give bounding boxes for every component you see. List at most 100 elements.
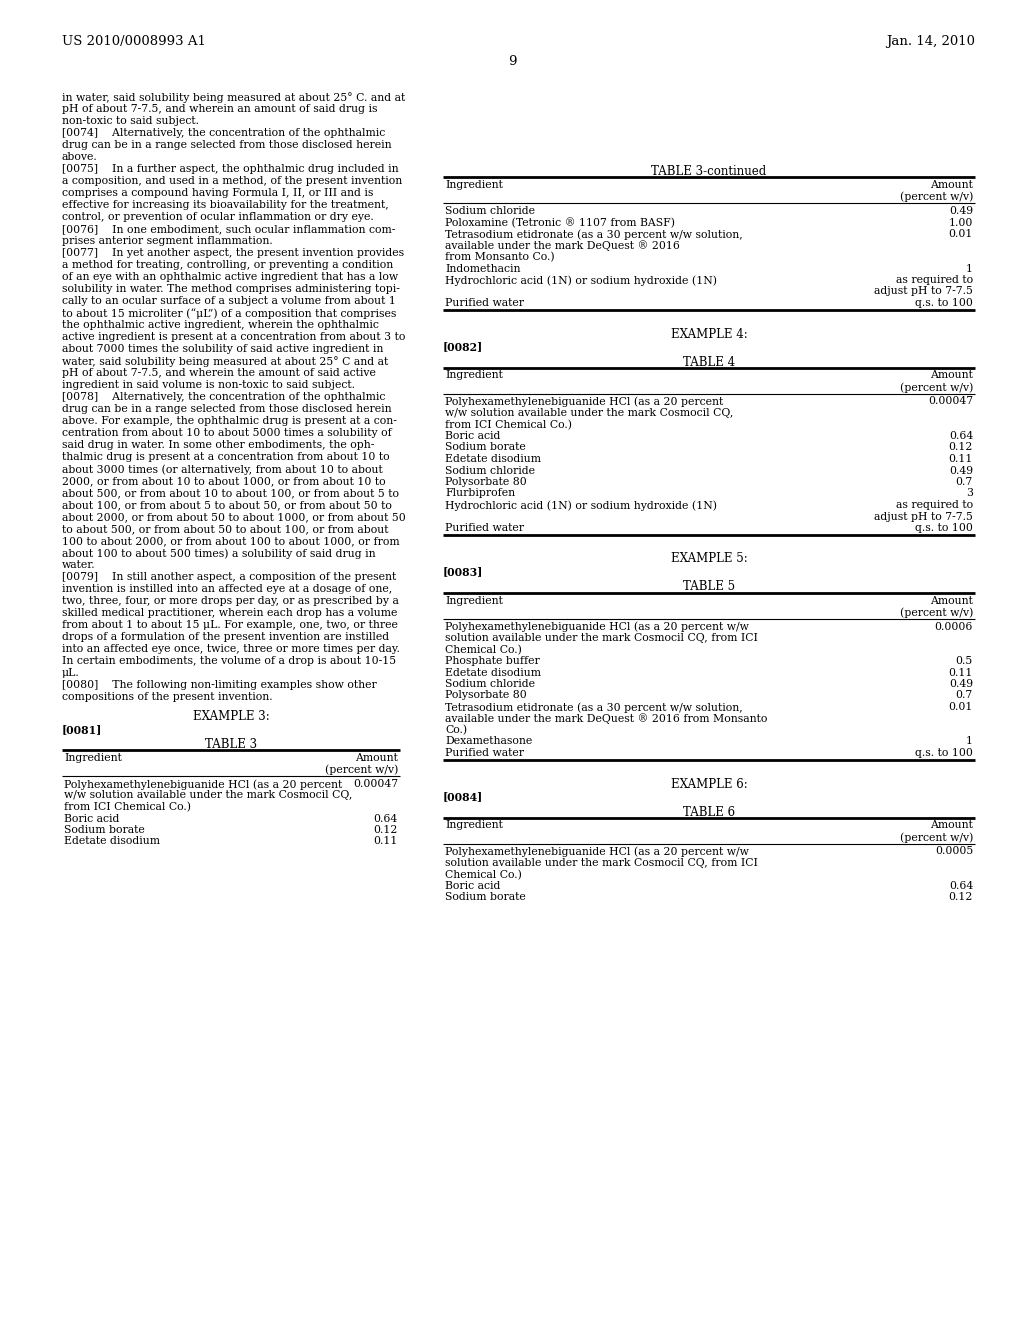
Text: water.: water. <box>62 560 95 570</box>
Text: Amount: Amount <box>930 595 973 606</box>
Text: 0.12: 0.12 <box>948 442 973 453</box>
Text: Amount: Amount <box>355 752 398 763</box>
Text: from Monsanto Co.): from Monsanto Co.) <box>445 252 555 263</box>
Text: Indomethacin: Indomethacin <box>445 264 520 273</box>
Text: said drug in water. In some other embodiments, the oph-: said drug in water. In some other embodi… <box>62 440 375 450</box>
Text: 0.00047: 0.00047 <box>928 396 973 407</box>
Text: cally to an ocular surface of a subject a volume from about 1: cally to an ocular surface of a subject … <box>62 296 396 306</box>
Text: [0077]    In yet another aspect, the present invention provides: [0077] In yet another aspect, the presen… <box>62 248 404 257</box>
Text: Sodium borate: Sodium borate <box>445 442 525 453</box>
Text: [0082]: [0082] <box>443 342 483 352</box>
Text: TABLE 6: TABLE 6 <box>683 805 735 818</box>
Text: adjust pH to 7-7.5: adjust pH to 7-7.5 <box>874 511 973 521</box>
Text: Boric acid: Boric acid <box>445 432 501 441</box>
Text: about 100 to about 500 times) a solubility of said drug in: about 100 to about 500 times) a solubili… <box>62 548 376 558</box>
Text: 0.01: 0.01 <box>948 228 973 239</box>
Text: about 3000 times (or alternatively, from about 10 to about: about 3000 times (or alternatively, from… <box>62 465 383 475</box>
Text: from ICI Chemical Co.): from ICI Chemical Co.) <box>63 803 191 812</box>
Text: about 100, or from about 5 to about 50, or from about 50 to: about 100, or from about 5 to about 50, … <box>62 500 392 510</box>
Text: about 500, or from about 10 to about 100, or from about 5 to: about 500, or from about 10 to about 100… <box>62 488 399 498</box>
Text: (percent w/v): (percent w/v) <box>900 191 973 202</box>
Text: solution available under the mark Cosmocil CQ, from ICI: solution available under the mark Cosmoc… <box>445 858 758 869</box>
Text: EXAMPLE 6:: EXAMPLE 6: <box>671 777 748 791</box>
Text: Polyhexamethylenebiguanide HCl (as a 20 percent: Polyhexamethylenebiguanide HCl (as a 20 … <box>63 779 342 789</box>
Text: 0.5: 0.5 <box>955 656 973 667</box>
Text: Sodium chloride: Sodium chloride <box>445 466 535 475</box>
Text: water, said solubility being measured at about 25° C and at: water, said solubility being measured at… <box>62 356 388 367</box>
Text: 0.49: 0.49 <box>949 206 973 216</box>
Text: adjust pH to 7-7.5: adjust pH to 7-7.5 <box>874 286 973 297</box>
Text: Poloxamine (Tetronic ® 1107 from BASF): Poloxamine (Tetronic ® 1107 from BASF) <box>445 218 675 228</box>
Text: Phosphate buffer: Phosphate buffer <box>445 656 540 667</box>
Text: available under the mark DeQuest ® 2016 from Monsanto: available under the mark DeQuest ® 2016 … <box>445 714 767 725</box>
Text: 1: 1 <box>966 264 973 273</box>
Text: w/w solution available under the mark Cosmocil CQ,: w/w solution available under the mark Co… <box>445 408 733 418</box>
Text: about 7000 times the solubility of said active ingredient in: about 7000 times the solubility of said … <box>62 345 383 354</box>
Text: the ophthalmic active ingredient, wherein the ophthalmic: the ophthalmic active ingredient, wherei… <box>62 319 379 330</box>
Text: [0079]    In still another aspect, a composition of the present: [0079] In still another aspect, a compos… <box>62 572 396 582</box>
Text: solution available under the mark Cosmocil CQ, from ICI: solution available under the mark Cosmoc… <box>445 634 758 643</box>
Text: 1: 1 <box>966 737 973 747</box>
Text: Sodium borate: Sodium borate <box>63 825 144 836</box>
Text: centration from about 10 to about 5000 times a solubility of: centration from about 10 to about 5000 t… <box>62 428 392 438</box>
Text: Dexamethasone: Dexamethasone <box>445 737 532 747</box>
Text: Ingredient: Ingredient <box>445 180 503 190</box>
Text: Chemical Co.): Chemical Co.) <box>445 870 522 880</box>
Text: Polyhexamethylenebiguanide HCl (as a 20 percent w/w: Polyhexamethylenebiguanide HCl (as a 20 … <box>445 846 749 857</box>
Text: as required to: as required to <box>896 500 973 510</box>
Text: EXAMPLE 4:: EXAMPLE 4: <box>671 327 748 341</box>
Text: TABLE 3: TABLE 3 <box>205 738 257 751</box>
Text: [0078]    Alternatively, the concentration of the ophthalmic: [0078] Alternatively, the concentration … <box>62 392 385 403</box>
Text: EXAMPLE 3:: EXAMPLE 3: <box>193 710 269 723</box>
Text: [0076]    In one embodiment, such ocular inflammation com-: [0076] In one embodiment, such ocular in… <box>62 224 395 234</box>
Text: above. For example, the ophthalmic drug is present at a con-: above. For example, the ophthalmic drug … <box>62 416 397 426</box>
Text: Polysorbate 80: Polysorbate 80 <box>445 477 526 487</box>
Text: [0084]: [0084] <box>443 792 483 803</box>
Text: 9: 9 <box>508 55 516 69</box>
Text: Jan. 14, 2010: Jan. 14, 2010 <box>886 36 975 48</box>
Text: Sodium borate: Sodium borate <box>445 892 525 903</box>
Text: 0.11: 0.11 <box>948 668 973 677</box>
Text: (percent w/v): (percent w/v) <box>900 832 973 842</box>
Text: Ingredient: Ingredient <box>445 371 503 380</box>
Text: TABLE 3-continued: TABLE 3-continued <box>651 165 767 178</box>
Text: Polysorbate 80: Polysorbate 80 <box>445 690 526 701</box>
Text: 100 to about 2000, or from about 100 to about 1000, or from: 100 to about 2000, or from about 100 to … <box>62 536 399 546</box>
Text: [0081]: [0081] <box>62 723 102 735</box>
Text: Ingredient: Ingredient <box>63 752 122 763</box>
Text: to about 500, or from about 50 to about 100, or from about: to about 500, or from about 50 to about … <box>62 524 388 535</box>
Text: available under the mark DeQuest ® 2016: available under the mark DeQuest ® 2016 <box>445 240 680 251</box>
Text: 0.7: 0.7 <box>955 690 973 701</box>
Text: Boric acid: Boric acid <box>63 813 120 824</box>
Text: invention is instilled into an affected eye at a dosage of one,: invention is instilled into an affected … <box>62 583 392 594</box>
Text: 0.11: 0.11 <box>374 837 398 846</box>
Text: effective for increasing its bioavailability for the treatment,: effective for increasing its bioavailabi… <box>62 201 389 210</box>
Text: 0.7: 0.7 <box>955 477 973 487</box>
Text: (percent w/v): (percent w/v) <box>900 381 973 392</box>
Text: to about 15 microliter (“μL”) of a composition that comprises: to about 15 microliter (“μL”) of a compo… <box>62 308 396 319</box>
Text: Purified water: Purified water <box>445 523 524 533</box>
Text: Polyhexamethylenebiguanide HCl (as a 20 percent: Polyhexamethylenebiguanide HCl (as a 20 … <box>445 396 723 407</box>
Text: from ICI Chemical Co.): from ICI Chemical Co.) <box>445 420 572 430</box>
Text: Ingredient: Ingredient <box>445 595 503 606</box>
Text: (percent w/v): (percent w/v) <box>900 607 973 618</box>
Text: into an affected eye once, twice, three or more times per day.: into an affected eye once, twice, three … <box>62 644 400 653</box>
Text: in water, said solubility being measured at about 25° C. and at: in water, said solubility being measured… <box>62 92 406 103</box>
Text: Hydrochloric acid (1N) or sodium hydroxide (1N): Hydrochloric acid (1N) or sodium hydroxi… <box>445 500 717 511</box>
Text: Co.): Co.) <box>445 725 467 735</box>
Text: active ingredient is present at a concentration from about 3 to: active ingredient is present at a concen… <box>62 333 406 342</box>
Text: 0.00047: 0.00047 <box>353 779 398 789</box>
Text: Edetate disodium: Edetate disodium <box>445 454 541 465</box>
Text: (percent w/v): (percent w/v) <box>325 764 398 775</box>
Text: 0.49: 0.49 <box>949 678 973 689</box>
Text: 1.00: 1.00 <box>948 218 973 227</box>
Text: US 2010/0008993 A1: US 2010/0008993 A1 <box>62 36 206 48</box>
Text: thalmic drug is present at a concentration from about 10 to: thalmic drug is present at a concentrati… <box>62 451 389 462</box>
Text: [0083]: [0083] <box>443 566 483 578</box>
Text: skilled medical practitioner, wherein each drop has a volume: skilled medical practitioner, wherein ea… <box>62 609 397 618</box>
Text: non-toxic to said subject.: non-toxic to said subject. <box>62 116 199 125</box>
Text: solubility in water. The method comprises administering topi-: solubility in water. The method comprise… <box>62 284 400 294</box>
Text: drops of a formulation of the present invention are instilled: drops of a formulation of the present in… <box>62 632 389 642</box>
Text: Polyhexamethylenebiguanide HCl (as a 20 percent w/w: Polyhexamethylenebiguanide HCl (as a 20 … <box>445 622 749 632</box>
Text: [0075]    In a further aspect, the ophthalmic drug included in: [0075] In a further aspect, the ophthalm… <box>62 164 398 174</box>
